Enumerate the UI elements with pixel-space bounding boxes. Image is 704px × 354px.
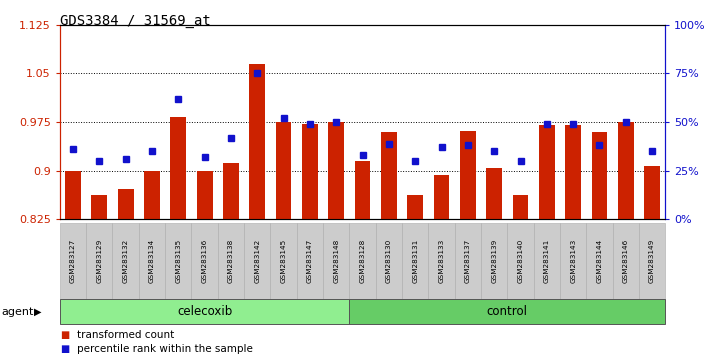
Text: GSM283129: GSM283129 [96, 239, 102, 283]
Text: GSM283141: GSM283141 [543, 239, 550, 283]
Bar [249, 64, 265, 219]
Bar [508, 223, 534, 299]
Bar [618, 122, 634, 219]
Bar [113, 223, 139, 299]
Text: GSM283148: GSM283148 [333, 239, 339, 283]
Bar [408, 195, 423, 219]
Text: GSM283137: GSM283137 [465, 239, 471, 283]
Bar [302, 124, 318, 219]
Bar [349, 299, 665, 324]
Text: GSM283130: GSM283130 [386, 239, 392, 283]
Bar [92, 195, 107, 219]
Bar [486, 167, 502, 219]
Bar [355, 161, 370, 219]
Text: GSM283135: GSM283135 [175, 239, 182, 283]
Bar [223, 163, 239, 219]
Text: GSM283146: GSM283146 [623, 239, 629, 283]
Text: GSM283143: GSM283143 [570, 239, 576, 283]
Text: GSM283142: GSM283142 [254, 239, 260, 283]
Bar [139, 223, 165, 299]
Bar [349, 223, 376, 299]
Text: GSM283133: GSM283133 [439, 239, 444, 283]
Bar [323, 223, 349, 299]
Bar [402, 223, 428, 299]
Bar [460, 131, 476, 219]
Bar [165, 223, 191, 299]
Bar [270, 223, 297, 299]
Bar [560, 223, 586, 299]
Text: celecoxib: celecoxib [177, 305, 232, 318]
Text: GDS3384 / 31569_at: GDS3384 / 31569_at [60, 14, 210, 28]
Bar [644, 166, 660, 219]
Bar [534, 223, 560, 299]
Text: GSM283139: GSM283139 [491, 239, 497, 283]
Bar [244, 223, 270, 299]
Bar [297, 223, 323, 299]
Bar [591, 132, 608, 219]
Text: control: control [487, 305, 528, 318]
Bar [118, 189, 134, 219]
Bar [191, 223, 218, 299]
Bar [196, 171, 213, 219]
Bar [565, 125, 581, 219]
Text: ▶: ▶ [34, 307, 42, 316]
Text: ■: ■ [60, 344, 69, 354]
Text: GSM283144: GSM283144 [596, 239, 603, 283]
Text: GSM283136: GSM283136 [201, 239, 208, 283]
Bar [170, 117, 186, 219]
Bar [60, 299, 349, 324]
Text: percentile rank within the sample: percentile rank within the sample [77, 344, 253, 354]
Text: GSM283138: GSM283138 [228, 239, 234, 283]
Text: agent: agent [1, 307, 34, 316]
Bar [65, 171, 81, 219]
Text: transformed count: transformed count [77, 330, 175, 340]
Bar [328, 122, 344, 219]
Text: GSM283131: GSM283131 [413, 239, 418, 283]
Text: GSM283132: GSM283132 [122, 239, 129, 283]
Text: GSM283134: GSM283134 [149, 239, 155, 283]
Bar [381, 132, 397, 219]
Bar [60, 223, 86, 299]
Bar [513, 195, 529, 219]
Bar [586, 223, 612, 299]
Text: GSM283140: GSM283140 [517, 239, 524, 283]
Text: GSM283149: GSM283149 [649, 239, 655, 283]
Bar [612, 223, 639, 299]
Bar [455, 223, 481, 299]
Text: GSM283127: GSM283127 [70, 239, 76, 283]
Bar [434, 175, 449, 219]
Bar [276, 122, 291, 219]
Bar [86, 223, 113, 299]
Text: GSM283128: GSM283128 [360, 239, 365, 283]
Bar [376, 223, 402, 299]
Bar [144, 171, 160, 219]
Bar [218, 223, 244, 299]
Text: GSM283145: GSM283145 [281, 239, 287, 283]
Text: ■: ■ [60, 330, 69, 340]
Bar [481, 223, 508, 299]
Text: GSM283147: GSM283147 [307, 239, 313, 283]
Bar [539, 125, 555, 219]
Bar [428, 223, 455, 299]
Bar [639, 223, 665, 299]
